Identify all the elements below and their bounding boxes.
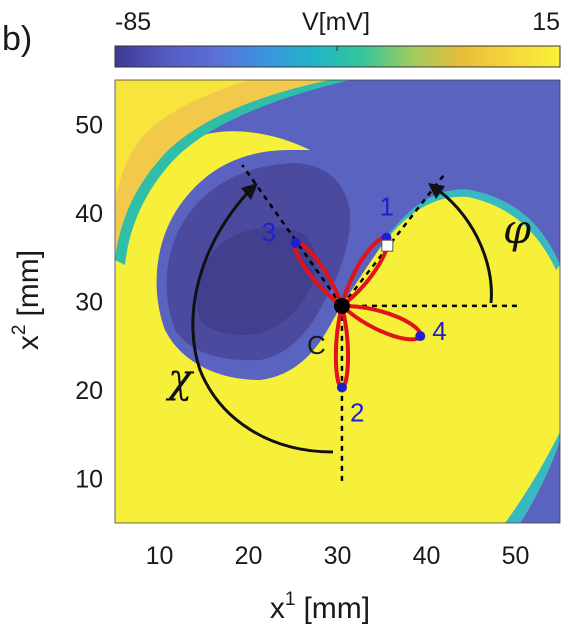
trajectory-point [415, 331, 426, 342]
x-axis-label: x1 [mm] [270, 589, 370, 625]
colorbar-max-label: 15 [532, 8, 560, 36]
field-upper-left-core [115, 80, 250, 205]
field-right-edge [372, 189, 560, 270]
trajectory-point-label: 3 [262, 217, 276, 247]
trajectory-point-label: 1 [379, 192, 393, 222]
trajectory-point [336, 382, 347, 393]
chi-arrowhead [241, 183, 258, 200]
phi-symbol: φ [503, 207, 531, 253]
trajectory-point-label: 2 [350, 397, 364, 427]
x-tick-label: 20 [235, 542, 263, 570]
field-front-edge [115, 80, 350, 265]
y-tick-label: 40 [75, 200, 103, 228]
svg-text:x2[mm]: x2 [mm] [9, 250, 45, 350]
center-marker: C [307, 297, 350, 360]
x-axis-label-unit: [mm] [303, 592, 370, 625]
guide-line [241, 164, 343, 307]
trajectory-points: 1 2 3 4 [262, 192, 447, 428]
phi-arc [431, 184, 493, 304]
y-tick-label: 10 [75, 466, 103, 494]
colorbar-min-label: -85 [115, 8, 151, 36]
phi-arrowhead [428, 183, 445, 199]
x-axis-label-sup: 1 [285, 589, 296, 610]
angle-arcs: φ χ [165, 183, 531, 454]
y-tick-label: 20 [75, 377, 103, 405]
panel-label: b) [2, 20, 32, 58]
y-tick-label: 50 [75, 111, 103, 139]
x-tick-label: 30 [324, 542, 352, 570]
y-tick-label: 30 [75, 289, 103, 317]
x-tick-label: 40 [413, 542, 441, 570]
y-axis-ticks: 10 20 30 40 50 [75, 111, 103, 493]
square-marker [381, 239, 394, 252]
guide-line [340, 171, 448, 307]
colorbar: -85 V[mV] 15 [114, 8, 561, 68]
x-tick-label: 10 [146, 542, 174, 570]
field-lower-right-arm [520, 440, 560, 523]
y-axis-label-sup: 2 [9, 325, 30, 336]
y-axis-label: x2 [mm] [9, 250, 45, 350]
field-upper-left-front [115, 80, 330, 260]
x-axis-ticks: 10 20 30 40 50 [146, 542, 530, 570]
y-axis-label-base: x [12, 335, 45, 350]
x-axis-label-base: x [270, 592, 285, 625]
colorbar-title: V[mV] [302, 8, 370, 36]
center-label: C [307, 330, 326, 360]
trajectory-point [290, 238, 301, 249]
plot-frame [114, 79, 561, 524]
x-tick-label: 50 [502, 542, 530, 570]
trajectory-point-label: 4 [432, 316, 446, 346]
center-dot [333, 297, 350, 314]
svg-text:x1[mm]: x1 [mm] [270, 589, 370, 625]
y-axis-label-unit: [mm] [12, 250, 45, 317]
field-spiral-core-darkest [196, 227, 317, 335]
chi-arc [191, 188, 334, 454]
chi-symbol: χ [165, 356, 195, 402]
guide-lines [241, 164, 520, 484]
